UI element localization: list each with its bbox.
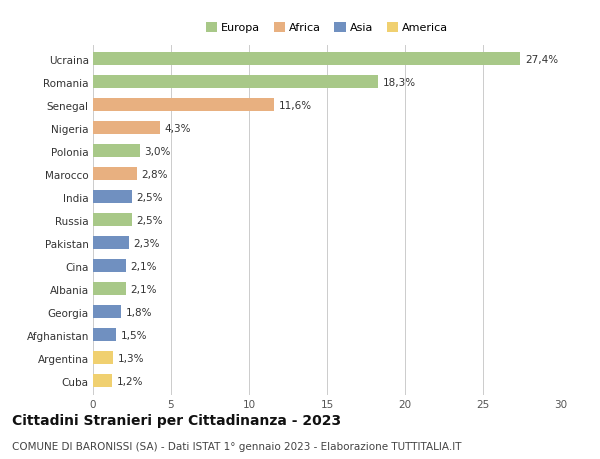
Text: 2,1%: 2,1% — [130, 261, 157, 271]
Text: 1,8%: 1,8% — [126, 307, 152, 317]
Bar — [93, 237, 129, 250]
Text: COMUNE DI BARONISSI (SA) - Dati ISTAT 1° gennaio 2023 - Elaborazione TUTTITALIA.: COMUNE DI BARONISSI (SA) - Dati ISTAT 1°… — [12, 441, 461, 451]
Text: 2,8%: 2,8% — [142, 169, 168, 179]
Bar — [93, 214, 132, 227]
Bar — [93, 375, 112, 387]
Text: 11,6%: 11,6% — [278, 101, 312, 111]
Text: 2,5%: 2,5% — [137, 215, 163, 225]
Bar — [93, 283, 126, 296]
Text: 2,5%: 2,5% — [137, 192, 163, 202]
Text: 2,3%: 2,3% — [134, 238, 160, 248]
Bar — [93, 352, 113, 364]
Text: 3,0%: 3,0% — [145, 146, 171, 157]
Text: 1,2%: 1,2% — [116, 376, 143, 386]
Text: 1,5%: 1,5% — [121, 330, 148, 340]
Legend: Europa, Africa, Asia, America: Europa, Africa, Asia, America — [206, 22, 448, 34]
Text: 4,3%: 4,3% — [165, 123, 191, 134]
Bar — [93, 122, 160, 135]
Bar — [93, 329, 116, 341]
Text: 1,3%: 1,3% — [118, 353, 145, 363]
Bar — [93, 306, 121, 319]
Bar — [93, 76, 379, 89]
Text: 2,1%: 2,1% — [130, 284, 157, 294]
Text: Cittadini Stranieri per Cittadinanza - 2023: Cittadini Stranieri per Cittadinanza - 2… — [12, 413, 341, 427]
Bar — [93, 99, 274, 112]
Bar — [93, 260, 126, 273]
Text: 27,4%: 27,4% — [525, 55, 558, 65]
Bar — [93, 145, 140, 158]
Bar — [93, 53, 520, 66]
Text: 18,3%: 18,3% — [383, 78, 416, 88]
Bar — [93, 168, 137, 181]
Bar — [93, 191, 132, 204]
